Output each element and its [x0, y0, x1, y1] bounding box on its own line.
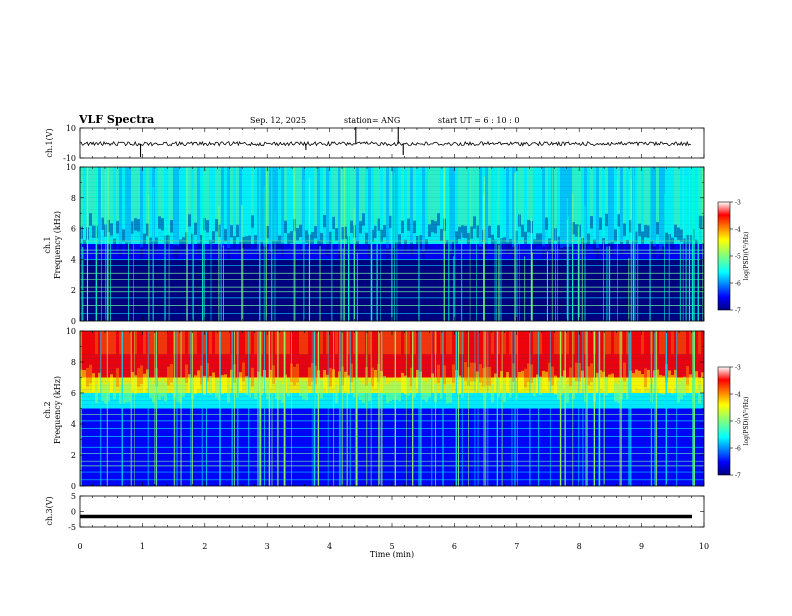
ch2-spectrogram-panel: [80, 331, 704, 486]
y-tick-label: 2: [71, 451, 76, 460]
figure-title: VLF Spectra: [78, 113, 154, 126]
ch1-waveform-panel: [79, 127, 705, 159]
y-tick-label: 5: [71, 492, 76, 501]
x-tick-label: 8: [577, 542, 582, 551]
y-tick-label: 6: [71, 225, 76, 234]
x-axis-label: Time (min): [370, 550, 414, 559]
x-tick-label: 1: [140, 542, 145, 551]
colorbar-tick-label: -3: [735, 200, 741, 207]
colorbar-tick-label: -5: [735, 419, 741, 426]
colorbar-tick-label: -4: [735, 392, 741, 399]
y-tick-label: 4: [71, 255, 76, 264]
colorbar-tick-label: -6: [735, 281, 741, 288]
ch1-colorbar: -3 -4 -5 -6 -7 log(PSD)(V²/Hz): [717, 200, 750, 315]
colorbar-tick-label: -6: [735, 446, 741, 453]
y-tick-label: 2: [71, 286, 76, 295]
ch1-colorbar-label: log(PSD)(V²/Hz): [743, 232, 750, 281]
date-label: Sep. 12, 2025: [250, 116, 306, 125]
colorbar-tick-label: -7: [735, 473, 741, 480]
colorbar-tick-label: -4: [735, 227, 741, 234]
ch2-colorbar-label: log(PSD)(V²/Hz): [743, 397, 750, 446]
x-tick-label: 9: [639, 542, 644, 551]
colorbar-tick-label: -7: [735, 308, 741, 315]
station-label: station= ANG: [344, 116, 400, 125]
x-tick-label: 7: [514, 542, 519, 551]
ch1-waveform-trace: [79, 127, 692, 157]
x-tick-label: 5: [389, 542, 394, 551]
y-tick-label: 8: [71, 194, 76, 203]
x-tick-label: 2: [202, 542, 207, 551]
ch1-spectrogram-panel: [80, 167, 704, 321]
y-tick-label: 10: [66, 163, 76, 172]
svg-text:ch.2: ch.2: [43, 401, 52, 418]
svg-text:Frequency (kHz): Frequency (kHz): [53, 376, 62, 444]
y-tick-label: 0: [71, 482, 76, 491]
y-tick-label: 10: [66, 327, 76, 336]
ch3-waveform-panel: [79, 495, 705, 528]
y-tick-label: 8: [71, 358, 76, 367]
colorbar-tick-label: -5: [735, 254, 741, 261]
svg-text:ch.1: ch.1: [43, 236, 52, 253]
x-tick-label: 0: [77, 542, 82, 551]
y-tick-label: 0: [71, 317, 76, 326]
svg-text:Frequency (kHz): Frequency (kHz): [53, 211, 62, 279]
y-tick-label: 4: [71, 420, 76, 429]
start-ut-label: start UT = 6 : 10 : 0: [438, 116, 519, 125]
ch1-spectrogram-ylabel: ch.1 Frequency (kHz): [43, 211, 62, 279]
y-tick-label: 10: [66, 124, 76, 133]
y-tick-label: -10: [63, 154, 76, 163]
ch1-waveform-ylabel: ch.1(V): [45, 128, 54, 157]
x-tick-label: 6: [452, 542, 457, 551]
x-tick-label: 10: [699, 542, 709, 551]
axis-ticks: [79, 127, 705, 528]
x-tick-label: 4: [327, 542, 332, 551]
colorbar-tick-label: -3: [735, 365, 741, 372]
y-tick-label: 6: [71, 389, 76, 398]
x-tick-label: 3: [265, 542, 270, 551]
ch2-spectrogram-ylabel: ch.2 Frequency (kHz): [43, 376, 62, 444]
ch3-waveform-ylabel: ch.3(V): [45, 496, 54, 525]
y-tick-label: 0: [71, 508, 76, 517]
y-tick-label: -5: [68, 523, 76, 532]
ch2-colorbar: -3 -4 -5 -6 -7 log(PSD)(V²/Hz): [717, 365, 750, 480]
